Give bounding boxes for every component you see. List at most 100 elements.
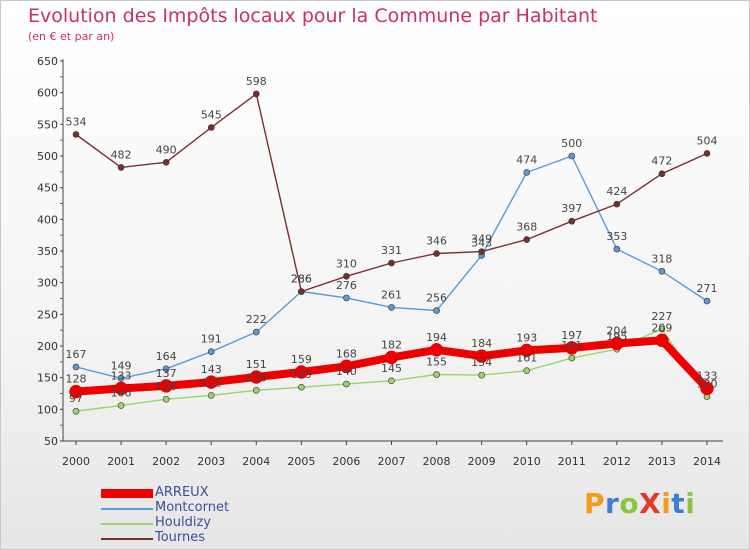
data-point-arreux [519, 343, 534, 358]
x-tick-label: 2003 [197, 455, 225, 468]
data-label-houldizy: 130 [246, 371, 267, 384]
data-label-houldizy: 161 [516, 352, 537, 365]
legend-label: Tournes [155, 530, 206, 545]
x-tick-label: 2004 [242, 455, 270, 468]
data-point-arreux [159, 379, 173, 393]
legend-swatch [101, 538, 153, 540]
data-point-tournes [343, 273, 350, 280]
data-label-montcornet: 164 [156, 350, 177, 363]
data-point-arreux [655, 333, 669, 348]
data-label-arreux: 193 [516, 331, 537, 344]
data-point-houldizy [162, 395, 170, 403]
data-label-montcornet: 261 [381, 288, 402, 301]
legend: ARREUX Montcornet Houldizy Tournes [101, 485, 321, 546]
brand-letter: r [605, 487, 620, 520]
y-tick-label: 100 [37, 403, 58, 416]
legend-label: Houldizy [155, 515, 211, 530]
data-label-tournes: 490 [156, 143, 177, 156]
data-label-arreux: 133 [697, 369, 718, 382]
data-label-arreux: 194 [426, 331, 447, 344]
data-label-montcornet: 286 [291, 273, 312, 286]
legend-label: ARREUX [155, 485, 209, 500]
data-point-houldizy [252, 387, 260, 394]
data-label-montcornet: 343 [471, 236, 492, 249]
data-label-houldizy: 106 [111, 387, 132, 400]
x-tick-label: 2001 [107, 455, 135, 468]
data-label-arreux: 204 [606, 324, 627, 337]
data-label-tournes: 286 [291, 273, 312, 286]
data-label-arreux: 184 [471, 337, 492, 350]
data-label-tournes: 545 [201, 109, 222, 122]
data-point-arreux [565, 341, 579, 355]
x-tick-label: 2000 [62, 455, 90, 468]
y-tick-label: 550 [37, 118, 58, 131]
y-tick-label: 600 [37, 87, 58, 100]
data-point-arreux [429, 343, 444, 357]
data-point-tournes [478, 248, 485, 255]
y-tick-label: 500 [37, 150, 58, 163]
data-label-tournes: 331 [381, 244, 402, 257]
x-tick-label: 2012 [603, 455, 631, 468]
data-point-tournes [613, 200, 621, 208]
data-label-arreux: 159 [291, 353, 312, 366]
data-label-montcornet: 276 [336, 279, 357, 292]
data-label-houldizy: 116 [156, 380, 177, 393]
data-label-montcornet: 353 [606, 230, 627, 243]
data-point-houldizy [433, 371, 440, 378]
data-point-tournes [703, 150, 711, 157]
data-point-arreux [249, 370, 264, 384]
data-label-arreux: 182 [381, 338, 402, 351]
data-point-tournes [252, 90, 260, 98]
data-point-tournes [388, 259, 395, 267]
x-tick-label: 2007 [378, 455, 406, 468]
data-label-montcornet: 271 [697, 282, 718, 295]
data-point-arreux [294, 365, 309, 379]
data-point-houldizy [117, 402, 125, 409]
data-label-houldizy: 140 [336, 365, 357, 378]
data-point-arreux [69, 384, 83, 399]
data-label-montcornet: 149 [111, 359, 132, 372]
x-tick-label: 2011 [558, 455, 586, 468]
data-label-montcornet: 500 [561, 137, 582, 150]
data-point-arreux [610, 336, 624, 351]
data-point-montcornet [162, 365, 170, 373]
data-label-montcornet: 256 [426, 292, 447, 305]
data-label-houldizy: 227 [651, 310, 672, 323]
data-label-montcornet: 318 [651, 252, 672, 265]
legend-item-houldizy: Houldizy [101, 515, 321, 531]
brand-letter: X [639, 487, 662, 520]
legend-item-montcornet: Montcornet [101, 500, 321, 516]
legend-swatch [101, 489, 153, 498]
data-label-arreux: 143 [201, 363, 222, 376]
x-tick-label: 2006 [332, 455, 360, 468]
data-label-tournes: 368 [516, 221, 537, 234]
data-point-tournes [207, 124, 215, 131]
data-label-houldizy: 97 [69, 392, 83, 405]
legend-item-arreux: ARREUX [101, 485, 321, 501]
data-label-tournes: 504 [697, 134, 718, 147]
x-tick-label: 2013 [648, 455, 676, 468]
data-label-tournes: 397 [561, 202, 582, 215]
data-label-tournes: 482 [111, 148, 132, 161]
y-tick-label: 150 [37, 372, 58, 385]
chart-title: Evolution des Impôts locaux pour la Comm… [28, 5, 598, 27]
data-point-arreux [339, 359, 354, 374]
data-point-houldizy [658, 325, 666, 333]
data-label-houldizy: 181 [561, 339, 582, 352]
brand-letter: P [584, 487, 606, 520]
data-point-tournes [433, 250, 440, 257]
y-tick-label: 300 [37, 277, 58, 290]
legend-swatch [101, 523, 153, 525]
data-label-montcornet: 167 [66, 348, 87, 361]
brand-letter: t [671, 487, 686, 520]
data-point-tournes [523, 236, 531, 243]
data-point-montcornet [433, 307, 440, 314]
data-label-houldizy: 154 [471, 356, 492, 369]
x-tick-label: 2014 [693, 455, 721, 468]
data-point-tournes [117, 164, 125, 171]
data-label-arreux: 128 [66, 373, 87, 386]
data-point-tournes [568, 217, 576, 225]
data-point-arreux [700, 381, 714, 396]
